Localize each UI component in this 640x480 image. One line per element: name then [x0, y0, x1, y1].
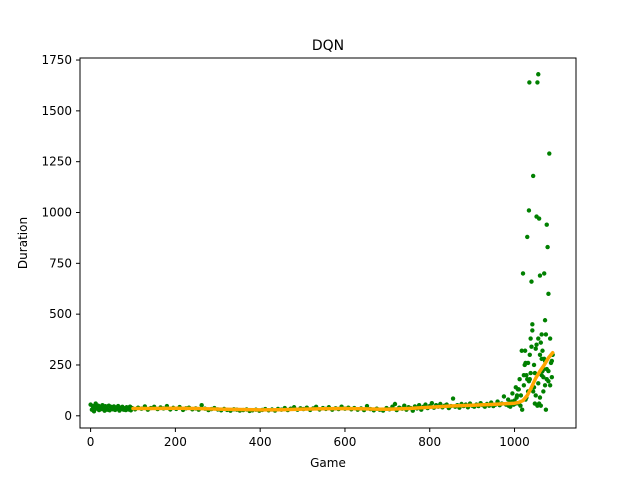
scatter-point — [545, 244, 550, 250]
y-axis-ticks: 0 250 500 750 1000 1250 1500 1750 — [41, 53, 80, 423]
x-tick-label: 800 — [418, 435, 441, 449]
scatter-point — [529, 279, 534, 284]
scatter-point — [528, 336, 533, 341]
y-axis-label: Duration — [16, 217, 30, 269]
scatter-point — [547, 336, 553, 341]
scatter-point — [541, 389, 546, 394]
scatter-point — [533, 346, 538, 351]
scatter-point — [519, 348, 524, 353]
scatter-point — [541, 374, 546, 380]
scatter-point — [537, 352, 543, 358]
scatter-point — [549, 374, 555, 380]
x-axis-label: Game — [310, 456, 346, 470]
moving-average-line — [131, 351, 555, 412]
scatter-point — [516, 387, 521, 392]
scatter-point — [536, 381, 541, 386]
scatter-point — [527, 377, 532, 382]
y-tick-label: 250 — [49, 358, 72, 372]
scatter-point — [540, 348, 545, 353]
scatter-point — [533, 393, 538, 398]
scatter-point — [536, 336, 541, 341]
scatter-point — [518, 403, 523, 408]
scatter-point — [517, 377, 522, 382]
x-tick-label: 600 — [334, 435, 357, 449]
scatter-point — [534, 342, 539, 347]
y-tick-label: 750 — [49, 256, 72, 270]
scatter-point — [528, 370, 533, 376]
scatter-point — [538, 403, 544, 408]
scatter-point — [519, 407, 525, 412]
scatter-point — [520, 271, 526, 276]
scatter-point — [525, 360, 531, 366]
scatter-point — [536, 72, 541, 77]
scatter-point — [530, 328, 535, 333]
scatter-point — [536, 216, 542, 221]
scatter-point — [450, 396, 456, 401]
scatter-point — [529, 344, 534, 349]
scatter-point — [539, 332, 544, 337]
y-tick-label: 0 — [64, 409, 72, 423]
axes-frame — [79, 57, 577, 429]
chart-title: DQN — [312, 38, 344, 54]
scatter-point — [547, 383, 553, 388]
scatter-point — [543, 332, 549, 337]
scatter-point — [531, 362, 537, 368]
scatter-point — [392, 401, 398, 407]
scatter-point — [518, 393, 524, 398]
plot-area — [79, 57, 577, 429]
scatter-point — [542, 318, 548, 323]
scatter-point — [543, 407, 549, 412]
y-tick-label: 1750 — [41, 53, 72, 67]
x-tick-label: 0 — [87, 435, 95, 449]
scatter-point — [537, 273, 543, 278]
x-tick-label: 1000 — [499, 435, 530, 449]
x-tick-label: 200 — [164, 435, 187, 449]
scatter-point — [537, 395, 543, 400]
x-tick-label: 400 — [249, 435, 272, 449]
y-tick-label: 500 — [49, 307, 72, 321]
scatter-point — [546, 368, 551, 374]
scatter-point — [526, 208, 532, 213]
scatter-point — [532, 370, 538, 376]
scatter-point — [514, 393, 520, 398]
scatter-point — [544, 222, 549, 227]
scatter-point — [546, 379, 551, 384]
scatter-point — [91, 409, 97, 414]
scatter-point — [535, 80, 540, 85]
scatter-point — [510, 391, 515, 396]
scatter-point — [525, 234, 530, 240]
scatter-point — [546, 291, 551, 297]
scatter-point — [521, 372, 527, 378]
scatter-point — [530, 389, 536, 394]
x-axis-ticks: 0 200 400 600 800 1000 — [87, 428, 530, 449]
scatter-point — [542, 383, 548, 388]
scatter-point — [542, 271, 547, 276]
scatter-point — [199, 403, 204, 408]
y-tick-label: 1500 — [41, 104, 72, 118]
scatter-point — [530, 322, 535, 327]
scatter-point — [527, 352, 532, 358]
y-tick-label: 1000 — [41, 206, 72, 220]
scatter-point — [429, 401, 435, 406]
scatter-point — [538, 340, 544, 345]
scatter-point — [501, 394, 507, 399]
moving-average-line-layer — [131, 351, 555, 412]
scatter-point — [402, 403, 407, 408]
scatter-point — [521, 383, 527, 388]
scatter-point — [549, 358, 555, 364]
scatter-point — [527, 80, 532, 85]
scatter-point — [547, 151, 552, 156]
scatter-point — [530, 173, 536, 179]
y-tick-label: 1250 — [41, 155, 72, 169]
scatter-point — [505, 397, 511, 402]
scatter-point — [522, 348, 528, 353]
